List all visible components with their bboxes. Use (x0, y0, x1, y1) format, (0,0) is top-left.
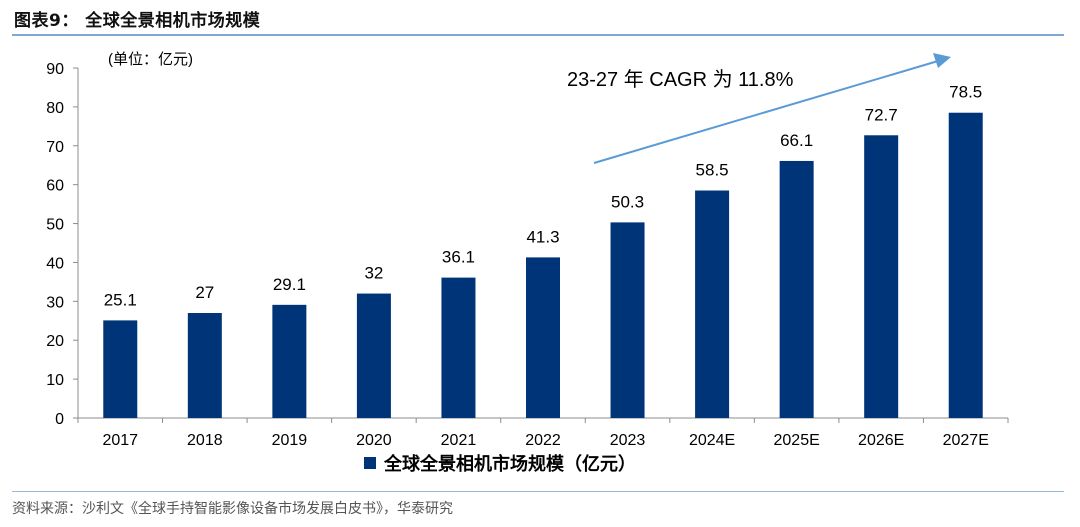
figure-title: 图表9： 全球全景相机市场规模 (14, 11, 261, 31)
y-tick-label: 50 (46, 217, 64, 234)
cagr-arrow (593, 53, 951, 164)
x-tick-label: 2020 (356, 432, 392, 449)
y-tick-label: 30 (46, 294, 64, 311)
x-tick-label: 2017 (102, 432, 138, 449)
legend-swatch (364, 457, 376, 469)
data-label: 36.1 (442, 248, 475, 267)
unit-label: (单位：亿元) (108, 51, 193, 68)
data-label: 29.1 (273, 275, 306, 294)
bar (356, 293, 391, 418)
bar (948, 112, 983, 418)
y-tick-label: 90 (46, 61, 64, 78)
cagr-arrow-head (933, 53, 951, 68)
data-label: 78.5 (949, 83, 982, 102)
y-tick-label: 80 (46, 100, 64, 117)
x-tick-label: 2026E (858, 432, 904, 449)
y-tick-label: 60 (46, 178, 64, 195)
value-labels: 25.1 27 29.1 32 36.1 41.3 50.3 58.5 66.1 72.7 78.5 (104, 83, 983, 310)
bar (272, 304, 307, 418)
y-tick-label: 40 (46, 255, 64, 272)
legend-label: 全球全景相机市场规模（亿元） (383, 453, 636, 475)
data-label: 50.3 (611, 192, 644, 211)
cagr-arrow-line (593, 60, 939, 164)
bottom-divider (12, 491, 1064, 492)
x-tick-label: 2019 (272, 432, 308, 449)
bar (864, 135, 899, 418)
bar-series (103, 112, 983, 418)
y-axis: 0 10 20 30 40 50 60 70 80 90 (46, 61, 79, 428)
x-tick-label: 2025E (774, 432, 820, 449)
x-tick-label: 2027E (943, 432, 989, 449)
data-label: 58.5 (696, 161, 729, 180)
data-label: 72.7 (865, 105, 898, 124)
bar (695, 190, 730, 418)
data-label: 41.3 (526, 227, 559, 246)
x-axis: 2017 2018 2019 2020 2021 2022 2023 2024E 2025E 20… (77, 417, 1009, 449)
data-label: 32 (364, 264, 383, 283)
data-label: 66.1 (780, 131, 813, 150)
top-divider (12, 34, 1064, 36)
y-tick-label: 70 (46, 139, 64, 156)
y-tick-label: 10 (46, 372, 64, 389)
bar (441, 277, 476, 418)
x-tick-label: 2022 (525, 432, 561, 449)
x-tick-label: 2024E (689, 432, 735, 449)
data-label: 27 (195, 283, 214, 302)
bar (103, 320, 138, 418)
data-label: 25.1 (104, 290, 137, 309)
cagr-annotation: 23-27 年 CAGR 为 11.8% (567, 68, 794, 91)
x-tick-label: 2021 (441, 432, 477, 449)
y-tick-label: 20 (46, 333, 64, 350)
bar (779, 160, 814, 418)
bar (187, 313, 222, 418)
y-tick-label: 0 (55, 411, 64, 428)
bar (610, 222, 645, 418)
source-note: 资料来源：沙利文《全球手持智能影像设备市场发展白皮书》，华泰研究 (12, 501, 453, 517)
x-tick-label: 2018 (187, 432, 223, 449)
bar (526, 257, 560, 418)
legend: 全球全景相机市场规模（亿元） (364, 453, 636, 475)
x-tick-label: 2023 (610, 432, 646, 449)
